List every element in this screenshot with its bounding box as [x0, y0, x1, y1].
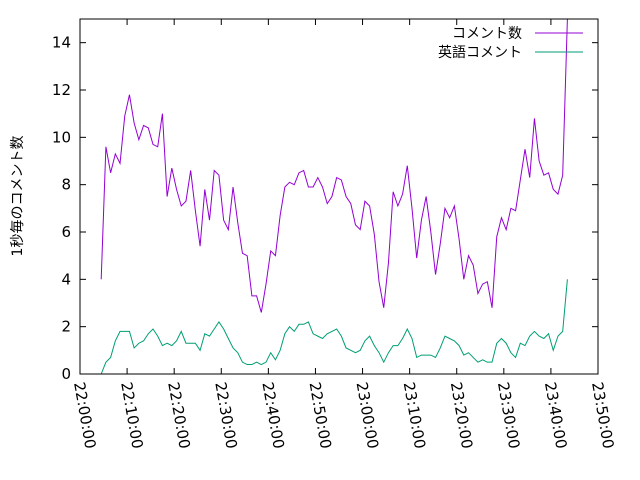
y-tick-label: 12 — [52, 81, 71, 99]
series-line-1 — [100, 18, 568, 313]
y-tick-label: 10 — [52, 128, 71, 146]
y-tick-label: 8 — [61, 176, 71, 194]
series-layer — [100, 18, 568, 375]
y-tick-label: 4 — [61, 270, 71, 288]
y-axis: 0 2 4 6 8 10 12 14 — [52, 34, 598, 383]
legend-label-2: 英語コメント — [438, 44, 522, 61]
y-tick-label: 6 — [61, 223, 71, 241]
y-tick-label: 14 — [52, 34, 71, 52]
y-tick-label: 2 — [61, 318, 71, 336]
y-axis-label: 1秒毎のコメント数 — [10, 136, 26, 257]
legend-label-1: コメント数 — [452, 26, 522, 42]
series-line-2 — [100, 279, 568, 375]
plot-frame — [79, 18, 599, 375]
y-tick-label: 0 — [61, 365, 71, 383]
